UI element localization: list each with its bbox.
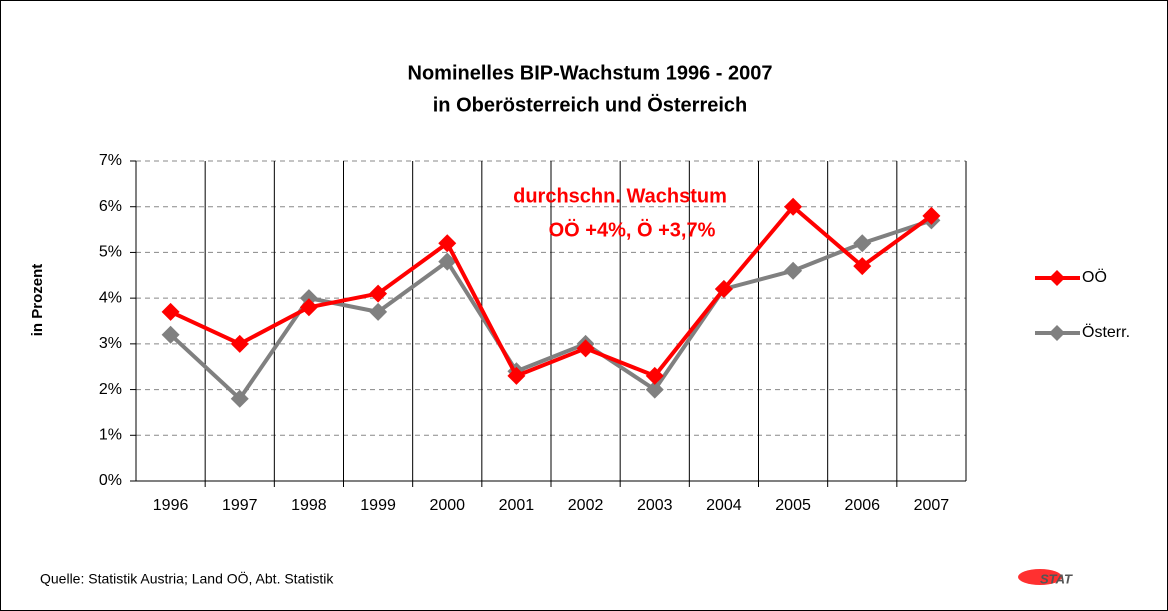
data-point — [507, 366, 526, 385]
x-tick-label: 2005 — [775, 497, 811, 514]
y-tick-label: 6% — [99, 198, 122, 215]
annotation: OÖ +4%, Ö +3,7% — [549, 218, 716, 241]
legend-marker — [1049, 325, 1065, 341]
y-tick-label: 1% — [99, 427, 122, 444]
x-tick-label: 2002 — [568, 497, 604, 514]
x-tick-label: 2003 — [637, 497, 673, 514]
data-point — [299, 298, 318, 317]
legend-label: Österr. — [1082, 323, 1130, 341]
source: Quelle: Statistik Austria; Land OÖ, Abt.… — [40, 570, 334, 587]
x-tick-label: 2007 — [914, 497, 950, 514]
y-tick-label: 7% — [99, 152, 122, 169]
x-tick-label: 1997 — [222, 497, 258, 514]
legend-marker — [1049, 270, 1065, 286]
data-point — [230, 334, 249, 353]
y-tick-label: 0% — [99, 472, 122, 489]
data-point — [369, 302, 388, 321]
data-point — [645, 366, 664, 385]
chart-subtitle: in Oberösterreich und Österreich — [433, 93, 748, 116]
x-tick-label: 1996 — [153, 497, 189, 514]
data-point — [784, 197, 803, 216]
x-tick-label: 2000 — [429, 497, 465, 514]
annotation: durchschn. Wachstum — [513, 185, 727, 207]
data-point — [714, 280, 733, 298]
chart-title: Nominelles BIP-Wachstum 1996 - 2007 — [408, 62, 773, 84]
data-point — [645, 380, 664, 399]
logo: STAT — [1040, 571, 1073, 586]
data-point — [784, 261, 803, 280]
data-point — [161, 325, 180, 344]
x-tick-label: 1999 — [360, 497, 396, 514]
x-tick-label: 2004 — [706, 497, 742, 514]
x-tick-label: 1998 — [291, 497, 327, 514]
y-tick-label: 5% — [99, 244, 122, 261]
x-tick-label: 2006 — [844, 497, 880, 514]
y-tick-label: 4% — [99, 289, 122, 306]
data-point — [438, 252, 457, 271]
y-tick-label: 3% — [99, 335, 122, 352]
data-point — [230, 389, 249, 408]
series-line — [169, 204, 933, 378]
data-point — [922, 206, 941, 225]
logo-shape — [1018, 569, 1062, 585]
y-tick-label: 2% — [99, 381, 122, 398]
x-tick-label: 2001 — [499, 497, 535, 514]
y-axis-label: in Prozent — [29, 264, 46, 337]
data-point — [576, 339, 595, 358]
data-point — [161, 302, 180, 321]
data-point — [299, 289, 318, 308]
data-point — [438, 234, 457, 253]
data-point — [369, 284, 388, 303]
data-point — [853, 257, 872, 276]
data-point — [853, 234, 872, 253]
legend-label: OÖ — [1082, 268, 1107, 286]
